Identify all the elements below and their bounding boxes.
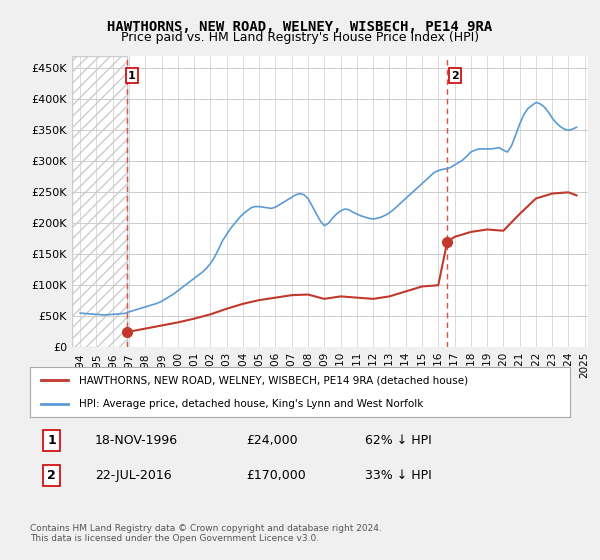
Text: HAWTHORNS, NEW ROAD, WELNEY, WISBECH, PE14 9RA (detached house): HAWTHORNS, NEW ROAD, WELNEY, WISBECH, PE…: [79, 375, 468, 385]
Bar: [72, 56, 127, 347]
Text: 33% ↓ HPI: 33% ↓ HPI: [365, 469, 431, 482]
Text: 22-JUL-2016: 22-JUL-2016: [95, 469, 172, 482]
Text: 1: 1: [128, 71, 136, 81]
Text: £24,000: £24,000: [246, 434, 298, 447]
Text: Price paid vs. HM Land Registry's House Price Index (HPI): Price paid vs. HM Land Registry's House …: [121, 31, 479, 44]
Text: £170,000: £170,000: [246, 469, 306, 482]
Text: HPI: Average price, detached house, King's Lynn and West Norfolk: HPI: Average price, detached house, King…: [79, 399, 423, 409]
Text: HAWTHORNS, NEW ROAD, WELNEY, WISBECH, PE14 9RA: HAWTHORNS, NEW ROAD, WELNEY, WISBECH, PE…: [107, 20, 493, 34]
Text: 2: 2: [451, 71, 459, 81]
Text: 1: 1: [47, 434, 56, 447]
Text: Contains HM Land Registry data © Crown copyright and database right 2024.
This d: Contains HM Land Registry data © Crown c…: [30, 524, 382, 543]
Text: 18-NOV-1996: 18-NOV-1996: [95, 434, 178, 447]
Text: 2: 2: [47, 469, 56, 482]
Text: 62% ↓ HPI: 62% ↓ HPI: [365, 434, 431, 447]
